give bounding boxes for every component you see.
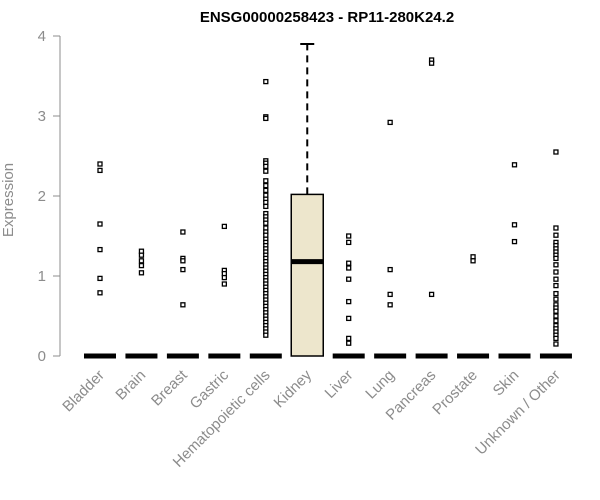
outlier-point <box>553 296 559 302</box>
outlier-point <box>263 187 269 194</box>
x-tick-label: Lung <box>362 367 398 403</box>
outlier-point <box>553 276 559 282</box>
outlier-point <box>553 313 559 319</box>
outlier-point <box>263 178 269 184</box>
outlier-point <box>221 274 228 281</box>
x-tick-label: Liver <box>322 367 357 402</box>
outlier-point <box>553 232 559 238</box>
outlier-point <box>263 203 269 210</box>
outlier-point <box>138 258 145 264</box>
outlier-point <box>511 162 518 168</box>
outlier-point <box>263 168 269 174</box>
x-tick-label: Skin <box>490 367 523 400</box>
outlier-point <box>97 161 103 167</box>
outlier-point <box>553 225 559 231</box>
outlier-point <box>97 275 103 282</box>
x-tick-label: Brain <box>112 367 149 404</box>
outlier-point <box>346 298 352 305</box>
outlier-point <box>470 258 476 264</box>
outlier-point <box>553 308 559 314</box>
outlier-point <box>221 281 228 287</box>
outlier-point <box>387 119 393 126</box>
outlier-point <box>553 149 559 155</box>
outlier-point <box>387 291 393 298</box>
outlier-point <box>180 302 186 308</box>
outlier-point <box>428 60 435 66</box>
outlier-point <box>97 290 103 296</box>
outlier-point <box>346 239 352 246</box>
outlier-point <box>180 266 186 273</box>
outlier-point <box>97 246 103 253</box>
x-tick-label: Prostate <box>429 367 481 419</box>
outlier-point <box>428 291 435 298</box>
outlier-point <box>346 260 352 266</box>
y-tick-label: 4 <box>38 28 46 45</box>
outlier-point <box>346 233 352 239</box>
outlier-point <box>97 221 103 227</box>
outlier-point <box>263 115 269 122</box>
x-tick-label: Bladder <box>59 367 108 416</box>
outlier-point <box>511 222 518 228</box>
y-tick-label: 2 <box>38 188 46 205</box>
outlier-point <box>346 265 352 271</box>
y-tick-label: 3 <box>38 108 46 125</box>
outlier-point <box>553 335 559 342</box>
outlier-point <box>138 252 145 258</box>
outlier-point <box>553 318 559 324</box>
outlier-point <box>387 266 393 273</box>
outlier-point <box>263 220 269 226</box>
outlier-point <box>138 262 145 269</box>
outlier-point <box>263 182 269 189</box>
outlier-point <box>221 223 228 230</box>
outlier-point <box>553 255 559 262</box>
outlier-point <box>553 341 559 347</box>
y-tick-label: 1 <box>38 268 46 285</box>
box-group <box>290 43 324 357</box>
y-axis-ticks: 0 1 2 3 4 <box>38 28 60 365</box>
outlier-point <box>346 315 352 322</box>
outlier-point <box>346 276 352 282</box>
y-tick-label: 0 <box>38 348 46 365</box>
outlier-point <box>97 167 103 174</box>
outlier-point <box>553 262 559 268</box>
outlier-point <box>553 290 559 297</box>
outlier-point <box>180 258 186 264</box>
box-iqr <box>290 193 324 357</box>
outlier-point <box>263 332 269 338</box>
x-tick-label: Breast <box>148 366 191 409</box>
outlier-point <box>511 238 518 245</box>
outlier-point <box>553 282 559 289</box>
outlier-point <box>263 163 269 170</box>
outlier-point <box>180 229 186 235</box>
outlier-point <box>138 270 145 276</box>
x-tick-label: Kidney <box>271 366 316 411</box>
outlier-point <box>263 78 269 85</box>
outlier-point <box>553 269 559 275</box>
chart-title: ENSG00000258423 - RP11-280K24.2 <box>200 9 454 26</box>
y-axis-label: Expression <box>0 163 17 237</box>
outlier-point <box>346 335 352 342</box>
outlier-point <box>346 340 352 346</box>
outlier-points <box>84 57 572 359</box>
outlier-point <box>387 302 393 308</box>
